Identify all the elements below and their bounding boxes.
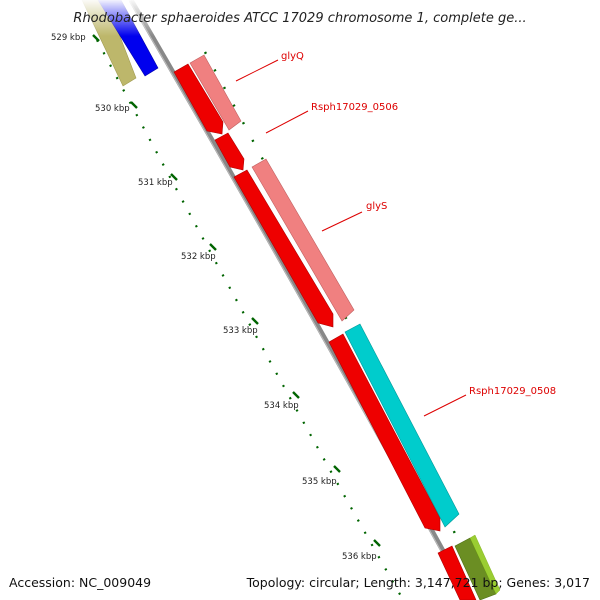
kbp-label-535: 535 kbp [302,477,337,487]
kbp-label-530: 530 kbp [95,104,130,114]
kbp-tick-track-outer [203,51,480,581]
accession-text: Accession: NC_009049 [9,575,151,590]
gene-glyS[interactable] [233,169,334,328]
gene-leader-lines [235,59,467,417]
title-fade [0,0,600,36]
gene-label-glyQ[interactable]: glyQ [281,51,304,62]
kbp-label-529: 529 kbp [51,33,86,43]
gene-track-outer [189,54,501,600]
kbp-labels: 529 kbp 530 kbp 531 kbp 532 kbp 533 kbp … [51,33,377,562]
gene-lightgreen-lower[interactable] [469,534,501,595]
kbp-tick-track [96,39,403,599]
gene-Rsph17029-0508[interactable] [344,323,460,528]
gene-label-glyS[interactable]: glyS [366,201,387,212]
gene-label-Rsph17029-0506[interactable]: Rsph17029_0506 [311,102,398,113]
kbp-label-531: 531 kbp [138,178,173,188]
kbp-label-532: 532 kbp [181,252,216,262]
kbp-label-533: 533 kbp [223,326,258,336]
kbp-label-534: 534 kbp [264,401,299,411]
gene-labels: glyQ Rsph17029_0506 glyS Rsph17029_0508 [281,51,556,397]
gene-track-inner [173,63,477,600]
gene-glyS-outer[interactable] [251,158,355,322]
gene-red-lower[interactable] [437,545,477,600]
gene-Rsph17029-0506[interactable] [214,132,245,171]
kbp-label-536: 536 kbp [342,552,377,562]
gene-label-Rsph17029-0508[interactable]: Rsph17029_0508 [469,386,556,397]
gene-glyQ[interactable] [173,63,224,135]
topology-text: Topology: circular; Length: 3,147,721 bp… [246,575,590,590]
map-title: Rhodobacter sphaeroides ATCC 17029 chrom… [73,11,526,26]
gene-glyQ-outer[interactable] [189,54,242,131]
gene-Rsph17029-0508-inner[interactable] [328,333,441,532]
